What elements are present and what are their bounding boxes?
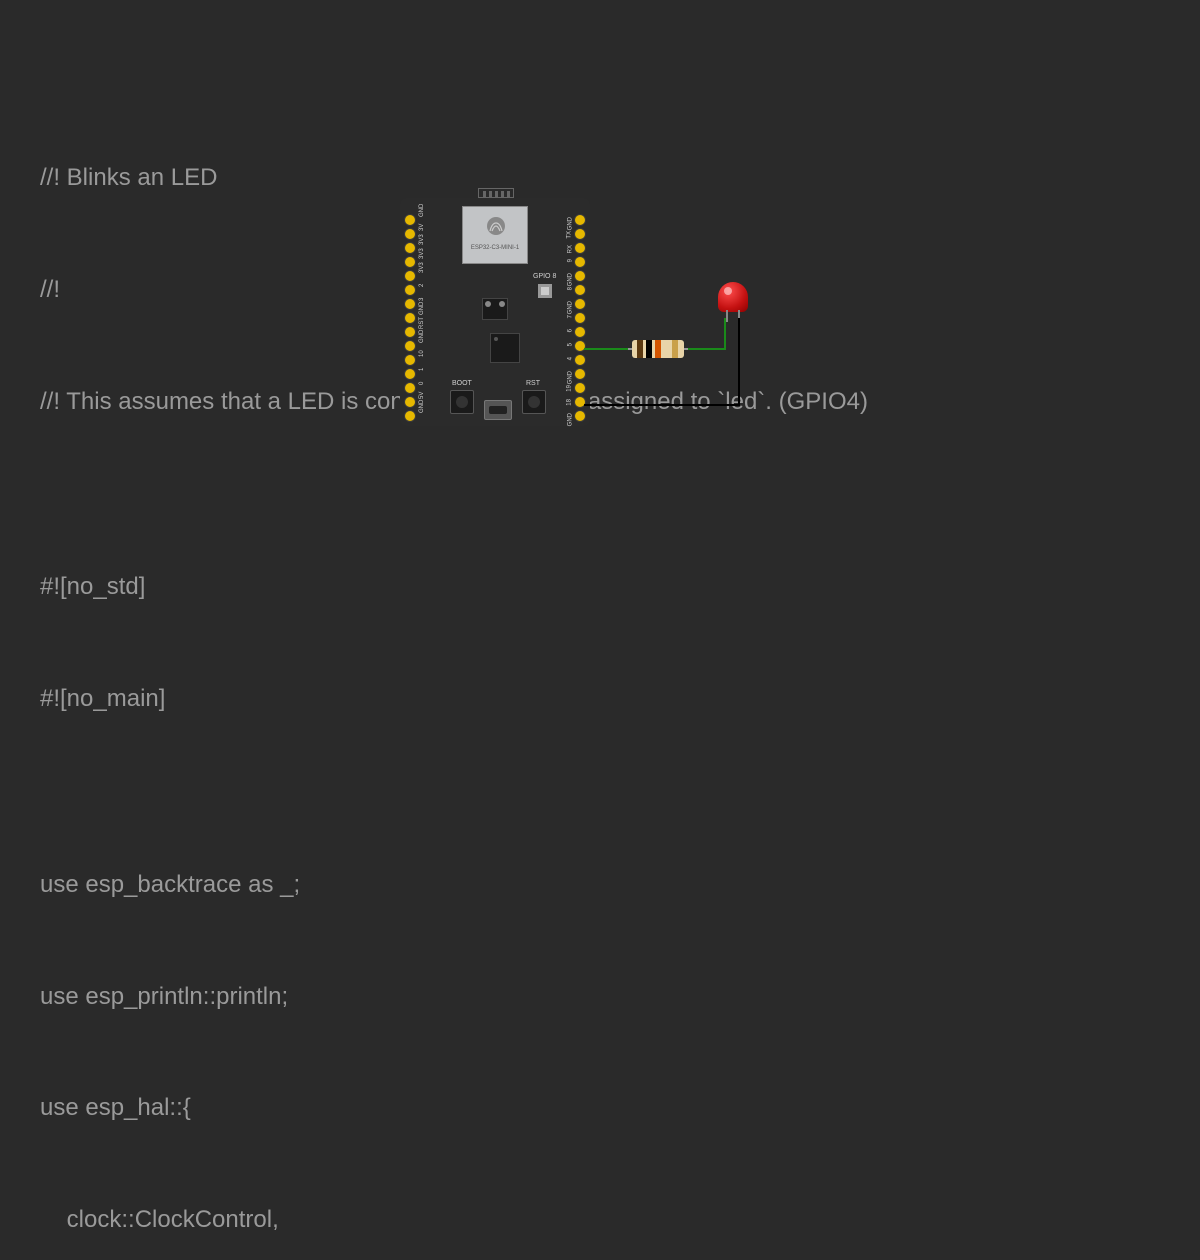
pin-left-8 bbox=[404, 326, 416, 338]
pin-left-label-11: 1 bbox=[419, 368, 425, 371]
code-line: //! Blinks an LED bbox=[40, 159, 868, 196]
usb-port bbox=[484, 400, 512, 420]
pin-right-6 bbox=[574, 298, 586, 310]
pin-left-label-8: RST bbox=[419, 317, 425, 329]
pin-right-2 bbox=[574, 242, 586, 254]
pin-left-label-2: 3V3 bbox=[419, 234, 425, 245]
esp-chip-module: ESP32-C3-MINI-1 bbox=[462, 206, 528, 264]
pin-right-4 bbox=[574, 270, 586, 282]
board-antenna bbox=[478, 188, 514, 198]
pin-right-label-9: 5 bbox=[567, 343, 573, 346]
pin-left-0 bbox=[404, 214, 416, 226]
pin-right-1 bbox=[574, 228, 586, 240]
resistor-body bbox=[632, 340, 684, 358]
pin-right-label-5: 8 bbox=[567, 287, 573, 290]
chip-label: ESP32-C3-MINI-1 bbox=[463, 245, 527, 251]
pin-left-4 bbox=[404, 270, 416, 282]
pin-right-12 bbox=[574, 382, 586, 394]
pin-right-9 bbox=[574, 340, 586, 352]
pin-left-label-0: GND bbox=[419, 204, 425, 217]
pin-left-7 bbox=[404, 312, 416, 324]
boot-button[interactable] bbox=[450, 390, 474, 414]
code-line: use esp_hal::{ bbox=[40, 1089, 868, 1126]
pin-right-5 bbox=[574, 284, 586, 296]
pin-left-label-7: GND bbox=[419, 302, 425, 315]
code-line: clock::ClockControl, bbox=[40, 1201, 868, 1238]
pin-left-3 bbox=[404, 256, 416, 268]
pin-right-label-13: 18 bbox=[567, 399, 573, 406]
pin-right-label-0: GND bbox=[567, 217, 573, 230]
pin-left-label-10: 10 bbox=[419, 350, 425, 357]
pin-right-14 bbox=[574, 410, 586, 422]
pin-left-label-5: 2 bbox=[419, 284, 425, 287]
pin-right-label-14: GND bbox=[567, 413, 573, 426]
esp32-board: GND3V3V33V33V323GNDRSTGND10105VGND GNDTX… bbox=[400, 198, 590, 426]
pin-left-10 bbox=[404, 354, 416, 366]
pin-right-3 bbox=[574, 256, 586, 268]
resistor-band-4 bbox=[672, 340, 678, 358]
pin-left-label-9: GND bbox=[419, 330, 425, 343]
wire-resistor-led-v bbox=[724, 318, 726, 350]
pin-left-13 bbox=[404, 396, 416, 408]
pin-right-label-1: TX bbox=[567, 231, 573, 239]
code-line: use esp_println::println; bbox=[40, 978, 868, 1015]
pin-right-label-8: 6 bbox=[567, 329, 573, 332]
pin-left-label-14: GND bbox=[419, 400, 425, 413]
pin-right-8 bbox=[574, 326, 586, 338]
rst-label: RST bbox=[526, 380, 540, 387]
pin-right-label-12: 19 bbox=[567, 385, 573, 392]
chip-logo-icon bbox=[487, 217, 505, 235]
pin-left-label-6: 3 bbox=[419, 298, 425, 301]
pin-right-0 bbox=[574, 214, 586, 226]
pin-right-10 bbox=[574, 354, 586, 366]
wire-gnd-h bbox=[584, 404, 740, 406]
pin-left-5 bbox=[404, 284, 416, 296]
pin-right-11 bbox=[574, 368, 586, 380]
pin-left-1 bbox=[404, 228, 416, 240]
resistor bbox=[632, 340, 684, 358]
pin-right-label-7: 7 bbox=[567, 315, 573, 318]
pin-right-13 bbox=[574, 396, 586, 408]
pin-right-label-2: RX bbox=[567, 245, 573, 253]
pin-left-9 bbox=[404, 340, 416, 352]
code-line: use esp_backtrace as _; bbox=[40, 866, 868, 903]
led-body bbox=[718, 282, 748, 312]
led-leg-anode bbox=[726, 310, 728, 322]
boot-label: BOOT bbox=[452, 380, 472, 387]
pin-left-label-12: 0 bbox=[419, 382, 425, 385]
pin-right-label-6: GND bbox=[567, 301, 573, 314]
pin-right-label-10: 4 bbox=[567, 357, 573, 360]
pin-left-11 bbox=[404, 368, 416, 380]
wire-pin4-resistor bbox=[584, 348, 632, 350]
resistor-band-1 bbox=[637, 340, 643, 358]
pin-left-label-1: 3V bbox=[419, 224, 425, 231]
pin-left-label-13: 5V bbox=[419, 392, 425, 399]
code-line: #![no_std] bbox=[40, 568, 868, 605]
pin-right-label-11: GND bbox=[567, 371, 573, 384]
wire-resistor-led-h bbox=[688, 348, 726, 350]
pin-right-label-4: GND bbox=[567, 273, 573, 286]
led-reflect bbox=[724, 287, 732, 295]
pin-left-label-3: 3V3 bbox=[419, 248, 425, 259]
wire-gnd-v1 bbox=[738, 318, 740, 404]
pin-left-12 bbox=[404, 382, 416, 394]
gpio8-led bbox=[538, 284, 552, 298]
pin-left-label-4: 3V3 bbox=[419, 262, 425, 273]
pin-right-label-3: 9 bbox=[567, 259, 573, 262]
rst-button[interactable] bbox=[522, 390, 546, 414]
resistor-band-3 bbox=[655, 340, 661, 358]
pin-left-6 bbox=[404, 298, 416, 310]
voltage-regulator bbox=[482, 298, 508, 320]
mcu-chip bbox=[490, 333, 520, 363]
pin-left-2 bbox=[404, 242, 416, 254]
code-line: #![no_main] bbox=[40, 680, 868, 717]
gpio8-label: GPIO 8 bbox=[533, 273, 556, 280]
resistor-band-2 bbox=[646, 340, 652, 358]
pin-right-7 bbox=[574, 312, 586, 324]
pin-left-14 bbox=[404, 410, 416, 422]
